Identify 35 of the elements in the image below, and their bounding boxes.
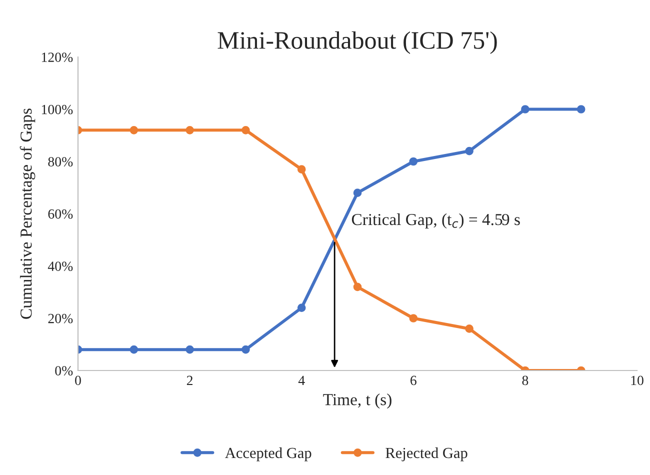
point bbox=[465, 324, 474, 333]
point bbox=[521, 105, 530, 114]
y-tick-label: 120% bbox=[42, 52, 73, 62]
point bbox=[186, 126, 194, 134]
legend-label: Rejected Gap bbox=[386, 447, 468, 462]
x-tick-label: 6 bbox=[410, 376, 416, 386]
x-tick-label: 0 bbox=[75, 376, 81, 386]
y-tick-label: 40% bbox=[48, 262, 73, 271]
y-tick-label: 0% bbox=[55, 366, 73, 376]
point bbox=[465, 146, 474, 156]
x-tick-label: 2 bbox=[186, 376, 193, 385]
point bbox=[353, 282, 362, 292]
point bbox=[297, 165, 306, 174]
legend-label: Accepted Gap bbox=[225, 447, 312, 462]
y-axis-title: Cumulative Percentage of Gaps bbox=[20, 108, 36, 319]
point bbox=[130, 126, 138, 134]
y-tick-label: 20% bbox=[48, 314, 73, 324]
chart-title: Mini-Roundabout (ICD 75') bbox=[218, 31, 497, 54]
point bbox=[409, 314, 418, 322]
point bbox=[409, 157, 418, 166]
point bbox=[130, 345, 138, 354]
point bbox=[297, 304, 306, 312]
x-tick-label: 4 bbox=[298, 376, 305, 385]
point bbox=[242, 126, 250, 134]
annotation: Critical Gap, (t$_{c}$) = 4.59 s bbox=[352, 213, 520, 229]
point bbox=[576, 105, 586, 114]
y-tick-label: 100% bbox=[42, 104, 73, 114]
point bbox=[353, 188, 362, 198]
x-tick-label: 10 bbox=[631, 376, 644, 386]
y-tick-label: 60% bbox=[48, 209, 73, 219]
point bbox=[242, 345, 250, 354]
y-tick-label: 80% bbox=[48, 157, 73, 166]
x-axis-title: Time, t (s) bbox=[323, 394, 392, 409]
point bbox=[186, 345, 194, 354]
x-tick-label: 8 bbox=[522, 376, 528, 386]
